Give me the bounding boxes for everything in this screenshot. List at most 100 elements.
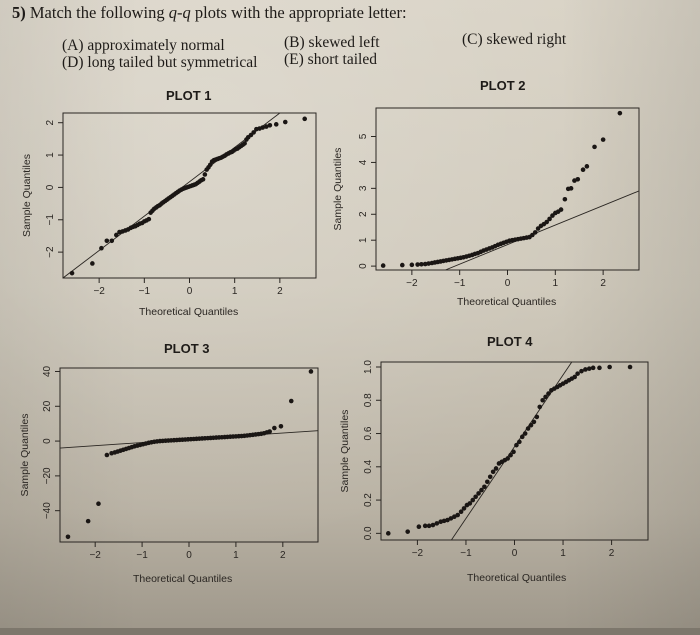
plot-4-title: PLOT 4 [487,334,533,349]
data-point [99,245,104,251]
y-tick-label: 1 [45,152,56,158]
data-point [537,404,543,410]
data-point [487,474,493,480]
data-point [452,514,457,520]
x-tick-label: 1 [560,548,566,559]
data-point [473,494,478,500]
x-tick-label: −2 [412,548,424,559]
y-tick-label: 2 [45,119,56,125]
data-point [607,364,612,370]
data-point [508,452,513,458]
data-point [505,456,511,461]
data-point [568,186,574,191]
x-tick-label: −2 [406,278,418,289]
y-tick-label: −40 [42,502,53,519]
question-prompt: 5) Match the following q-q plots with th… [12,3,407,23]
option-d: (D) long tailed but symmetrical [62,54,258,71]
page-bottom-edge [0,628,700,635]
data-point [380,263,386,268]
y-axis: −40 −20 0 20 40 [42,365,60,519]
plot-2-title: PLOT 2 [480,78,526,93]
x-tick-label: 1 [553,278,559,289]
plot-1-title: PLOT 1 [166,88,212,103]
y-tick-label: 0.6 [363,426,374,440]
question-text-after: plots with the appropriate letter: [190,3,407,22]
data-point [580,167,586,172]
data-point [434,521,440,526]
data-point [445,517,450,523]
data-points [385,364,633,536]
data-point [69,270,75,276]
data-point [273,122,279,127]
y-tick-label: 0.8 [363,393,374,407]
data-point [405,529,411,534]
data-point [114,232,119,238]
data-point [308,369,314,374]
data-point [543,394,548,400]
x-axis: −2 −1 0 1 2 [406,270,606,289]
data-points [65,369,314,540]
option-b: (B) skewed left [284,34,380,51]
data-point [546,391,551,396]
data-point [419,261,424,267]
option-c: (C) skewed right [462,31,567,48]
x-tick-label: 2 [280,550,286,561]
data-point [104,238,110,244]
y-axis-label: Sample Quantiles [19,414,31,497]
data-point [584,164,590,169]
x-tick-label: 0 [187,286,193,297]
y-tick-label: 5 [358,133,369,139]
y-axis: −2 −1 0 1 2 [45,119,63,258]
option-a: (A) approximately normal [62,37,225,54]
data-point [592,144,597,150]
data-point [547,216,552,222]
y-tick-label: 40 [42,365,53,377]
data-point [264,124,269,129]
data-point [597,365,602,371]
data-point [575,176,581,182]
data-point [590,365,596,371]
data-point [272,425,277,431]
data-point [146,216,152,222]
data-point [455,512,461,518]
data-point [85,518,91,524]
data-point [482,484,487,490]
y-tick-label: 0 [358,263,369,269]
y-tick-label: −2 [45,246,56,258]
y-axis-label: Sample Quantiles [21,154,33,237]
y-axis: 0 1 2 3 4 5 [358,133,376,269]
data-point [202,172,208,177]
y-tick-label: −1 [45,214,56,226]
x-tick-label: 1 [233,550,239,561]
y-tick-label: 0 [45,184,56,190]
y-axis: 0.0 0.2 0.4 0.6 0.8 1.0 [363,360,381,540]
data-point [422,523,428,529]
data-point [519,434,525,440]
data-point [627,364,633,370]
data-point [522,431,528,436]
data-point [600,137,606,142]
y-tick-label: 2 [358,211,369,217]
data-point [96,501,101,507]
x-tick-label: −2 [93,286,105,297]
y-axis-label: Sample Quantiles [339,410,351,493]
data-point [288,398,294,404]
data-point [409,262,415,268]
x-tick-label: −1 [139,286,151,297]
x-tick-label: 1 [232,286,238,297]
data-point [461,506,467,511]
option-e: (E) short tailed [284,51,377,68]
data-point [575,371,580,376]
data-point [479,487,484,493]
data-point [579,368,584,374]
data-point [517,439,522,445]
y-tick-label: 0 [42,438,53,444]
x-tick-label: 0 [186,550,192,561]
y-tick-label: 1 [358,237,369,243]
data-point [514,442,519,448]
y-tick-label: 3 [358,185,369,191]
data-point [242,141,247,146]
data-point [302,116,308,122]
data-point [470,497,476,503]
